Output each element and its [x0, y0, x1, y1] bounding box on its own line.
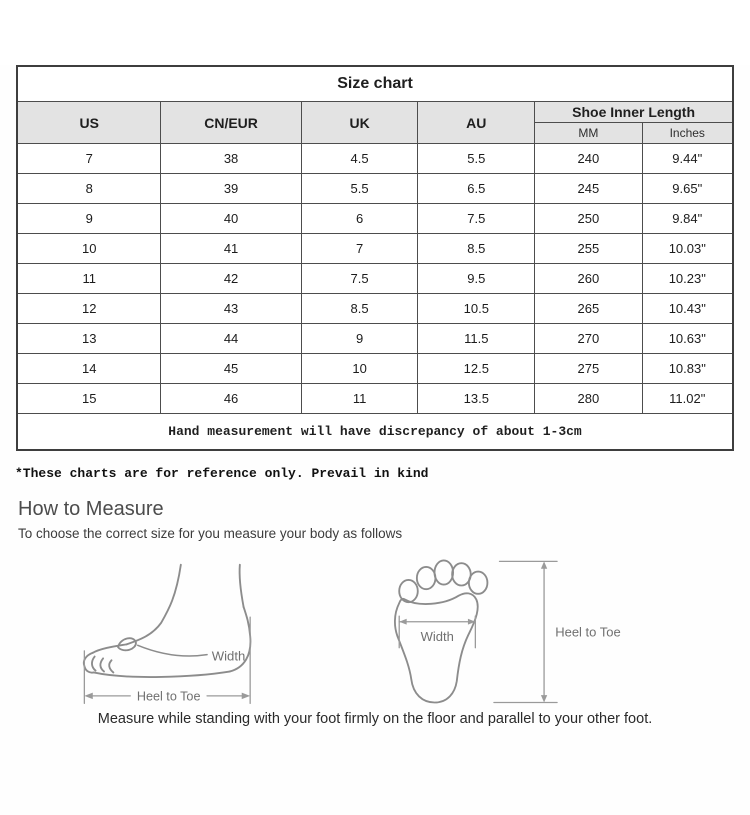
heel-to-toe-dimension	[83, 616, 251, 705]
header-row: US CN/EUR UK AU Shoe Inner Length	[16, 101, 734, 144]
table-cell: 9.84"	[641, 203, 734, 234]
table-row: 11 42 7.5 9.5 260 10.23"	[16, 263, 734, 294]
table-cell: 10.03"	[641, 233, 734, 264]
table-cell: 11.5	[417, 323, 536, 354]
table-row: 7 38 4.5 5.5 240 9.44"	[16, 143, 734, 174]
table-row: 13 44 9 11.5 270 10.63"	[16, 323, 734, 354]
column-header-au: AU	[417, 101, 536, 144]
table-cell: 44	[160, 323, 302, 354]
table-cell: 10	[300, 353, 419, 384]
table-cell: 10	[16, 233, 162, 264]
table-cell: 10.83"	[641, 353, 734, 384]
column-group-inner-length: Shoe Inner Length	[534, 101, 734, 123]
table-cell: 38	[160, 143, 302, 174]
note-row: Hand measurement will have discrepancy o…	[16, 413, 734, 451]
table-cell: 260	[534, 263, 643, 294]
table-cell: 6.5	[417, 173, 536, 204]
table-cell: 275	[534, 353, 643, 384]
heel-to-toe-dimension	[493, 560, 558, 704]
column-header-inches: Inches	[641, 122, 734, 144]
table-cell: 280	[534, 383, 643, 414]
column-header-us: US	[16, 101, 162, 144]
measure-footnote: Measure while standing with your foot fi…	[97, 711, 653, 727]
table-cell: 9.65"	[641, 173, 734, 204]
how-to-measure-heading: How to Measure	[18, 498, 164, 520]
foot-side-outline-icon	[82, 563, 252, 678]
table-footer: Hand measurement will have discrepancy o…	[16, 413, 734, 451]
table-cell: 8.5	[417, 233, 536, 264]
size-rows: 7 38 4.5 5.5 240 9.44" 8 39 5.5 6.5 245 9.65" 9 40 6 7.…	[16, 143, 734, 414]
table-cell: 4.5	[300, 143, 419, 174]
table-row: 14 45 10 12.5 275 10.83"	[16, 353, 734, 384]
table-cell: 9	[16, 203, 162, 234]
column-header-cn-eur: CN/EUR	[160, 101, 302, 144]
measure-diagrams: Width Heel to Toe	[72, 551, 750, 709]
footprint-outline-icon	[393, 559, 489, 704]
table-cell: 39	[160, 173, 302, 204]
table-cell: 245	[534, 173, 643, 204]
table-cell: 11	[300, 383, 419, 414]
footprint-diagram: Width Heel to Toe	[393, 559, 621, 704]
table-cell: 7	[300, 233, 419, 264]
table-cell: 10.23"	[641, 263, 734, 294]
footprint-width-label: Width	[421, 629, 454, 644]
table-cell: 265	[534, 293, 643, 324]
table-cell: 12	[16, 293, 162, 324]
table-cell: 240	[534, 143, 643, 174]
how-to-measure-subtitle: To choose the correct size for you measu…	[18, 526, 403, 541]
table-row: 8 39 5.5 6.5 245 9.65"	[16, 173, 734, 204]
table-cell: 5.5	[300, 173, 419, 204]
table-cell: 14	[16, 353, 162, 384]
size-chart-table: Size chart US CN/EUR UK AU Shoe Inner Le…	[16, 65, 734, 451]
footprint-heel-to-toe-label: Heel to Toe	[555, 625, 621, 640]
measurement-note: Hand measurement will have discrepancy o…	[16, 413, 734, 451]
table-cell: 7.5	[300, 263, 419, 294]
table-cell: 7	[16, 143, 162, 174]
table-cell: 9.44"	[641, 143, 734, 174]
width-dimension	[398, 615, 477, 649]
table-cell: 7.5	[417, 203, 536, 234]
table-cell: 11.02"	[641, 383, 734, 414]
table-cell: 255	[534, 233, 643, 264]
title-row: Size chart	[16, 65, 734, 102]
size-chart-page: Size chart US CN/EUR UK AU Shoe Inner Le…	[0, 65, 750, 815]
column-header-uk: UK	[300, 101, 419, 144]
table-cell: 250	[534, 203, 643, 234]
side-width-label: Width	[212, 648, 246, 663]
table-cell: 10.5	[417, 293, 536, 324]
table-title: Size chart	[16, 65, 734, 102]
table-cell: 8.5	[300, 293, 419, 324]
table-cell: 10.63"	[641, 323, 734, 354]
table-row: 12 43 8.5 10.5 265 10.43"	[16, 293, 734, 324]
table-cell: 270	[534, 323, 643, 354]
table-cell: 43	[160, 293, 302, 324]
table-cell: 11	[16, 263, 162, 294]
column-header-mm: MM	[534, 122, 643, 144]
width-pointer-line	[136, 644, 208, 657]
side-heel-to-toe-label: Heel to Toe	[137, 690, 201, 704]
table-cell: 46	[160, 383, 302, 414]
foot-side-diagram: Width Heel to Toe	[82, 563, 252, 705]
table-cell: 8	[16, 173, 162, 204]
table-cell: 13.5	[417, 383, 536, 414]
table-cell: 12.5	[417, 353, 536, 384]
table-cell: 42	[160, 263, 302, 294]
table-cell: 5.5	[417, 143, 536, 174]
table-cell: 9	[300, 323, 419, 354]
table-cell: 6	[300, 203, 419, 234]
table-row: 9 40 6 7.5 250 9.84"	[16, 203, 734, 234]
table-cell: 41	[160, 233, 302, 264]
table-cell: 9.5	[417, 263, 536, 294]
table-cell: 15	[16, 383, 162, 414]
table-cell: 13	[16, 323, 162, 354]
table-row: 10 41 7 8.5 255 10.03"	[16, 233, 734, 264]
table-header: Size chart US CN/EUR UK AU Shoe Inner Le…	[16, 65, 734, 144]
reference-disclaimer: *These charts are for reference only. Pr…	[15, 466, 429, 481]
subheader-row: MM Inches	[17, 122, 734, 144]
table-cell: 40	[160, 203, 302, 234]
table-row: 15 46 11 13.5 280 11.02"	[16, 383, 734, 414]
table-cell: 45	[160, 353, 302, 384]
table-cell: 10.43"	[641, 293, 734, 324]
